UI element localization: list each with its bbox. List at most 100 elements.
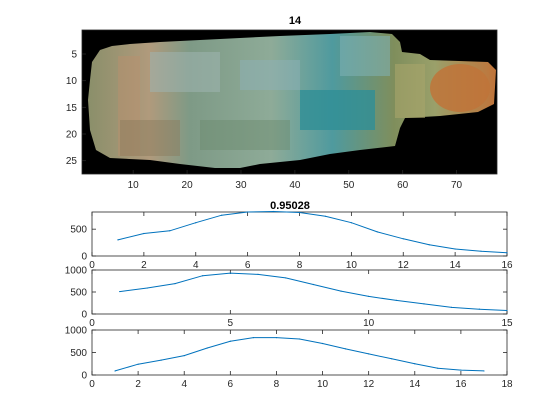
data-point xyxy=(143,232,145,235)
data-point xyxy=(428,244,430,246)
data-point xyxy=(321,342,324,345)
x-tick-label: 15 xyxy=(501,318,513,329)
data-point xyxy=(117,239,119,241)
x-tick-label: 6 xyxy=(228,379,234,390)
series-line xyxy=(114,337,484,372)
data-point xyxy=(114,370,116,372)
series-line xyxy=(117,210,508,254)
axes-box xyxy=(91,329,508,376)
data-point xyxy=(312,283,314,286)
series-line xyxy=(119,272,508,311)
object-image xyxy=(88,32,496,168)
y-tick-label: 0 xyxy=(81,371,87,382)
x-tick-label: 6 xyxy=(245,260,251,271)
y-tick-label: 0 xyxy=(81,252,87,263)
line-panel-1-title: 0.95028 xyxy=(270,200,310,212)
data-point xyxy=(483,370,485,372)
image-patch xyxy=(340,36,390,76)
image-y-ticks: 5 10 15 20 25 xyxy=(66,50,86,167)
x-tick-label: 8 xyxy=(274,379,280,390)
data-point xyxy=(368,353,370,355)
y-tick-label: 5 xyxy=(71,50,77,61)
x-tick-label: 12 xyxy=(398,260,410,271)
y-tick-label: 500 xyxy=(70,225,87,236)
x-tick-label: 10 xyxy=(363,318,375,329)
data-point xyxy=(275,337,278,339)
data-point xyxy=(395,299,397,301)
x-tick-label: 14 xyxy=(409,379,421,390)
data-point xyxy=(257,273,259,275)
data-point xyxy=(506,252,508,254)
y-tick-label: 25 xyxy=(66,156,78,167)
data-point xyxy=(324,215,327,217)
data-point xyxy=(480,250,482,252)
data-point xyxy=(414,363,416,365)
data-point xyxy=(174,283,176,285)
image-patch xyxy=(120,120,180,156)
x-tick-label: 2 xyxy=(135,379,141,390)
x-tick-label: 16 xyxy=(501,260,513,271)
y-tick-label: 0 xyxy=(81,310,87,321)
data-point xyxy=(454,248,456,250)
x-tick-label: 18 xyxy=(501,379,513,390)
data-point xyxy=(247,211,249,213)
data-point xyxy=(285,277,287,279)
data-point xyxy=(195,222,197,224)
data-point xyxy=(437,367,439,369)
x-tick-label: 16 xyxy=(455,379,467,390)
image-axes-box xyxy=(81,29,498,175)
y-tick-label: 500 xyxy=(70,288,87,299)
y-tick-label: 15 xyxy=(66,103,78,114)
y-tick-label: 500 xyxy=(70,348,87,359)
data-point xyxy=(183,355,185,357)
x-tick-label: 2 xyxy=(141,260,147,271)
image-patch xyxy=(200,120,290,150)
x-tick-label: 8 xyxy=(297,260,303,271)
x-tick-label: 70 xyxy=(451,180,463,191)
x-tick-label: 10 xyxy=(346,260,358,271)
data-point xyxy=(340,290,342,292)
x-tick-label: 5 xyxy=(228,318,234,329)
line-panel-2: 0 5 10 15 0 500 1000 xyxy=(65,266,513,330)
data-point xyxy=(119,290,121,293)
y-tick-label: 1000 xyxy=(65,326,88,337)
data-point xyxy=(423,303,425,305)
x-tick-label: 30 xyxy=(235,180,247,191)
data-point xyxy=(298,338,301,340)
y-tick-label: 20 xyxy=(66,130,78,141)
data-point xyxy=(460,369,462,371)
image-x-ticks: 10 20 30 40 50 60 70 xyxy=(128,170,463,191)
line-panel-1: 0.95028 0 2 4 6 8 10 12 14 16 0 500 xyxy=(70,200,513,271)
data-point xyxy=(202,275,204,277)
data-point xyxy=(229,272,231,274)
image-patch xyxy=(300,90,375,130)
y-tick-label: 1000 xyxy=(65,266,88,277)
data-point xyxy=(451,306,453,308)
x-tick-label: 10 xyxy=(317,379,329,390)
image-title: 14 xyxy=(289,15,302,27)
data-point xyxy=(506,309,508,312)
x-tick-label: 10 xyxy=(128,180,140,191)
x-tick-label: 20 xyxy=(182,180,194,191)
data-point xyxy=(169,230,171,232)
data-point xyxy=(368,295,370,297)
data-point xyxy=(298,211,301,214)
x-tick-label: 4 xyxy=(193,260,199,271)
y-tick-label: 10 xyxy=(66,76,78,87)
x-tick-label: 50 xyxy=(343,180,355,191)
image-panel: 14 10 20 30 4 xyxy=(66,15,498,191)
axes-box xyxy=(91,269,508,315)
data-point xyxy=(221,214,223,216)
image-patch xyxy=(118,56,140,156)
x-tick-label: 0 xyxy=(89,318,95,329)
x-tick-label: 40 xyxy=(289,180,301,191)
data-point xyxy=(350,222,352,224)
x-tick-label: 12 xyxy=(363,379,375,390)
data-point xyxy=(146,287,148,289)
x-tick-label: 60 xyxy=(397,180,409,191)
data-point xyxy=(252,337,254,339)
data-point xyxy=(229,340,231,342)
image-patch xyxy=(240,60,300,90)
image-patch xyxy=(150,52,220,92)
